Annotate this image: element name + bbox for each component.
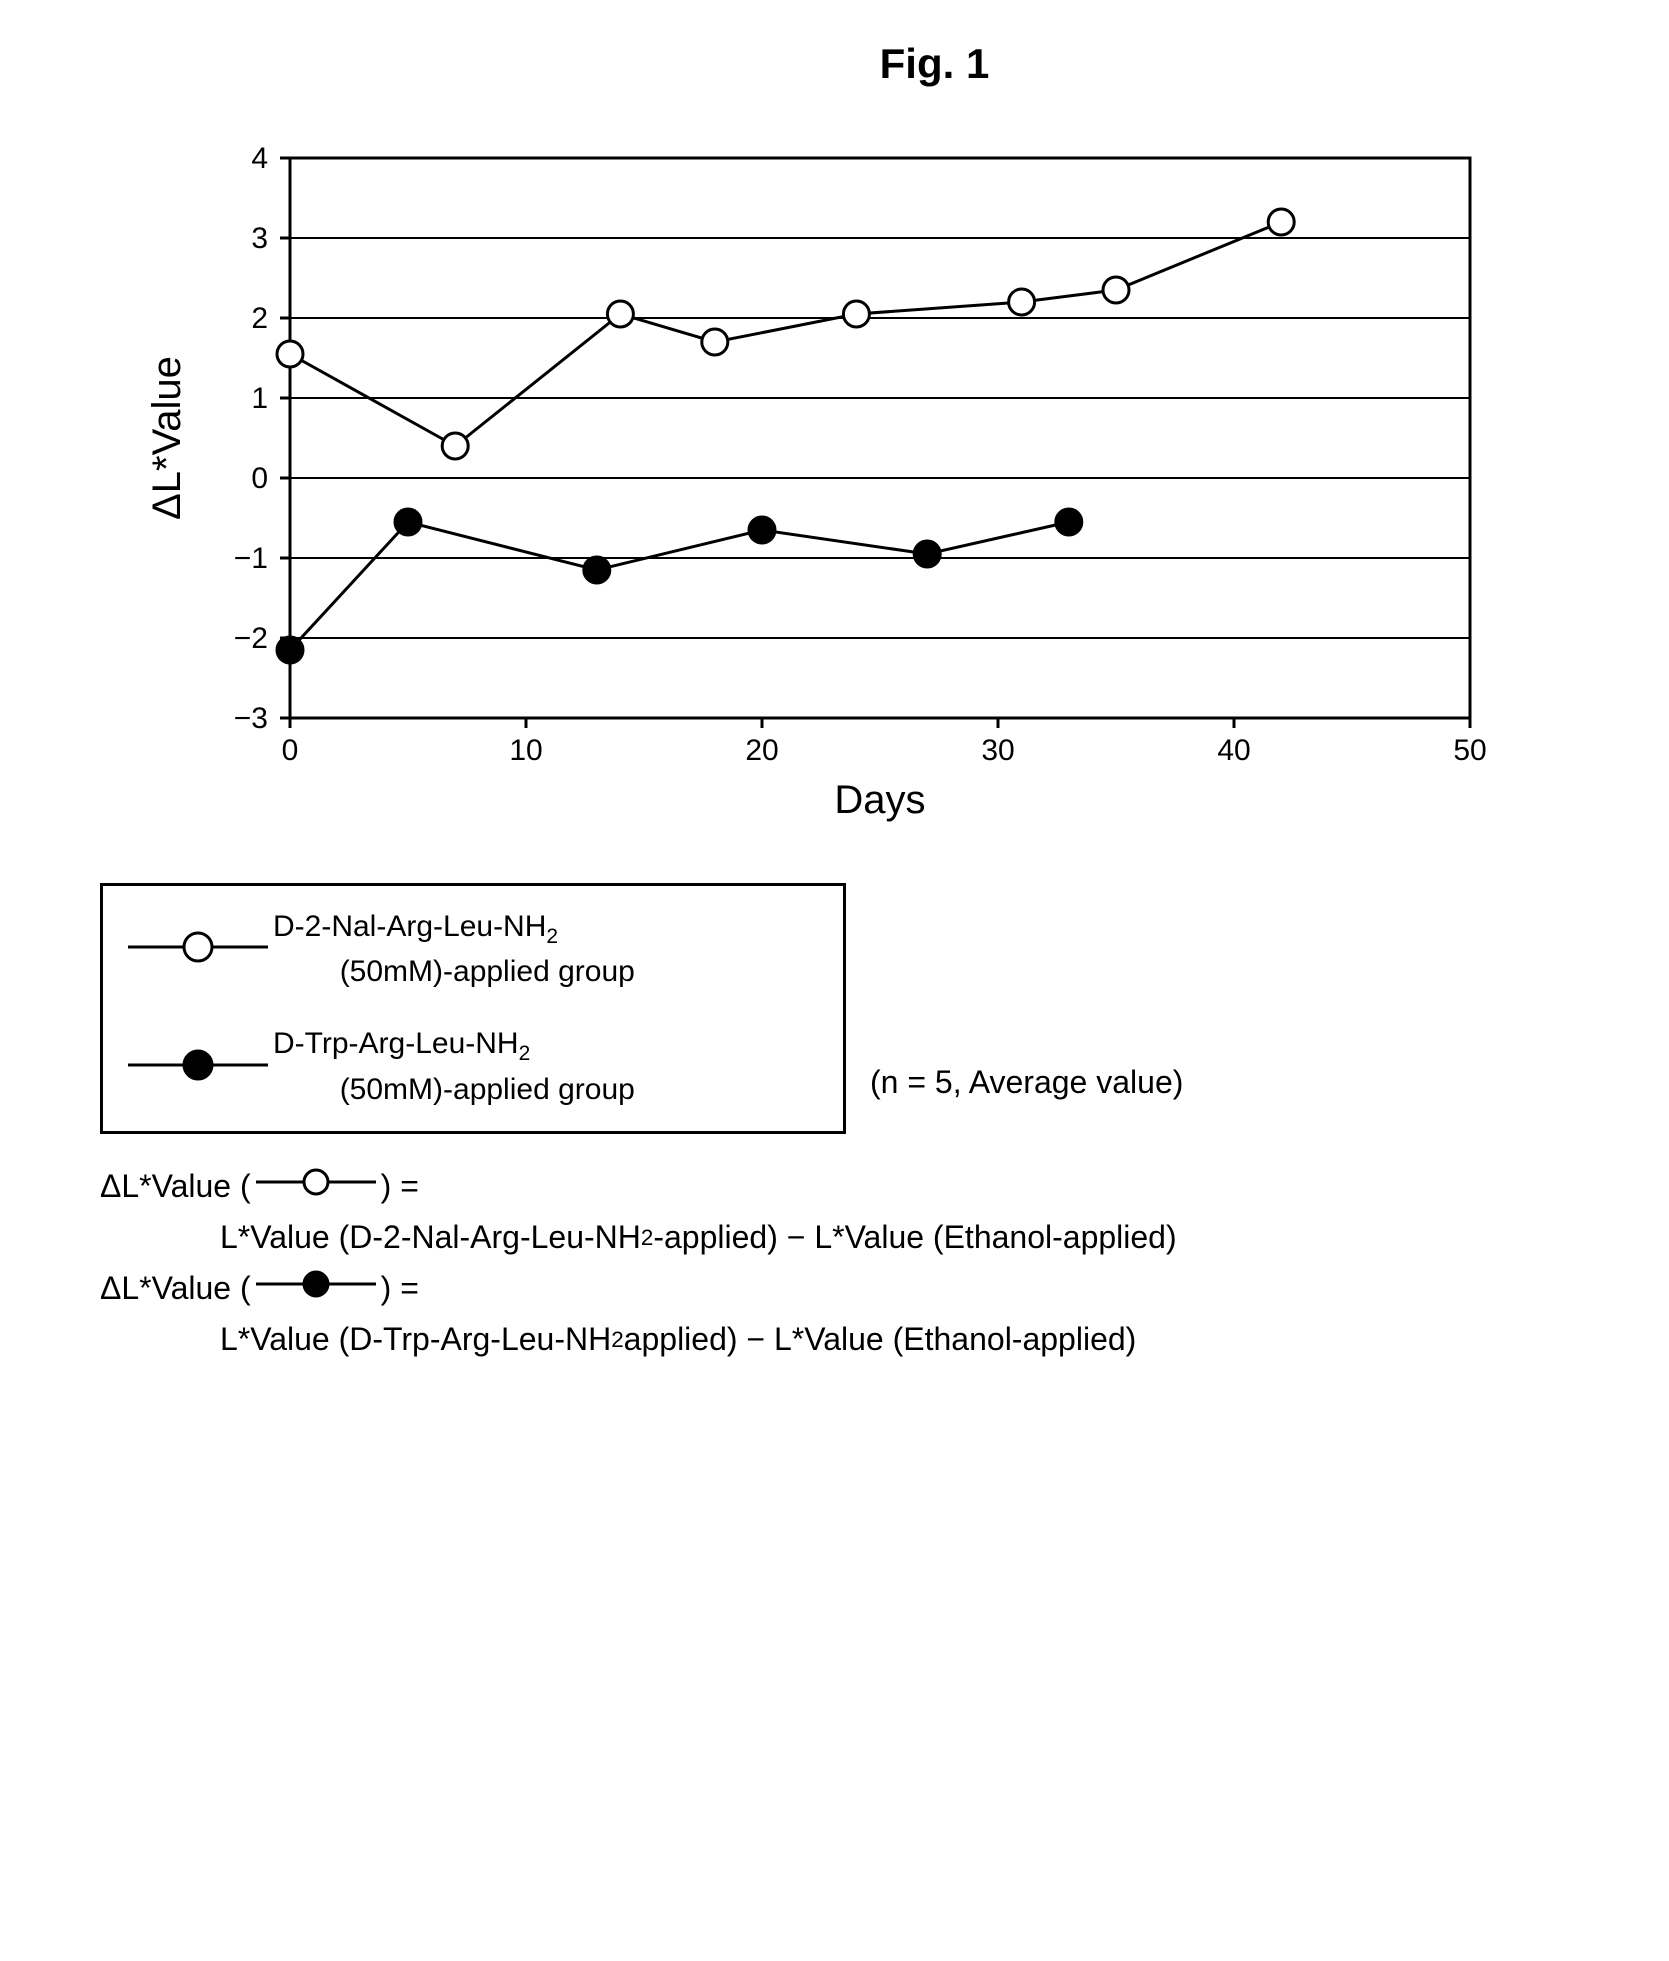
open-circle-marker-icon [123, 927, 273, 972]
legend-label: D-Trp-Arg-Leu-NH2 (50mM)-applied group [273, 1023, 635, 1110]
legend-row: D-2-Nal-Arg-Leu-NH2 (50mM)-applied group [123, 906, 823, 993]
formula-1-rhs: L*Value (D-2-Nal-Arg-Leu-NH2-applied) − … [220, 1212, 1629, 1263]
svg-text:−3: −3 [234, 702, 268, 735]
sample-size-note: (n = 5, Average value) [870, 1064, 1629, 1101]
open-circle-marker-icon [251, 1161, 381, 1212]
svg-text:Days: Days [834, 778, 925, 822]
svg-text:ΔL*Value: ΔL*Value [145, 356, 189, 520]
svg-text:2: 2 [251, 302, 268, 335]
formula-2-lhs: ΔL*Value ( ) = [100, 1263, 1629, 1314]
chart-container: −3−2−10123401020304050DaysΔL*Value [120, 128, 1520, 853]
svg-text:0: 0 [282, 734, 299, 767]
legend-label: D-2-Nal-Arg-Leu-NH2 (50mM)-applied group [273, 906, 635, 993]
svg-text:0: 0 [251, 462, 268, 495]
formula-1-lhs: ΔL*Value ( ) = [100, 1161, 1629, 1212]
svg-text:1: 1 [251, 382, 268, 415]
svg-text:3: 3 [251, 222, 268, 255]
svg-text:−2: −2 [234, 622, 268, 655]
legend-box: D-2-Nal-Arg-Leu-NH2 (50mM)-applied group… [100, 883, 846, 1134]
svg-text:10: 10 [509, 734, 542, 767]
svg-text:30: 30 [981, 734, 1014, 767]
formula-definitions: ΔL*Value ( ) = L*Value (D-2-Nal-Arg-Leu-… [100, 1161, 1629, 1366]
svg-text:−1: −1 [234, 542, 268, 575]
filled-circle-marker-icon [123, 1045, 273, 1090]
line-chart: −3−2−10123401020304050DaysΔL*Value [120, 128, 1520, 848]
svg-text:40: 40 [1217, 734, 1250, 767]
figure-title: Fig. 1 [240, 40, 1629, 88]
filled-circle-marker-icon [251, 1263, 381, 1314]
svg-text:4: 4 [251, 142, 268, 175]
legend-row: D-Trp-Arg-Leu-NH2 (50mM)-applied group [123, 1023, 823, 1110]
svg-text:50: 50 [1453, 734, 1486, 767]
formula-2-rhs: L*Value (D-Trp-Arg-Leu-NH2 applied) − L*… [220, 1314, 1629, 1365]
svg-text:20: 20 [745, 734, 778, 767]
